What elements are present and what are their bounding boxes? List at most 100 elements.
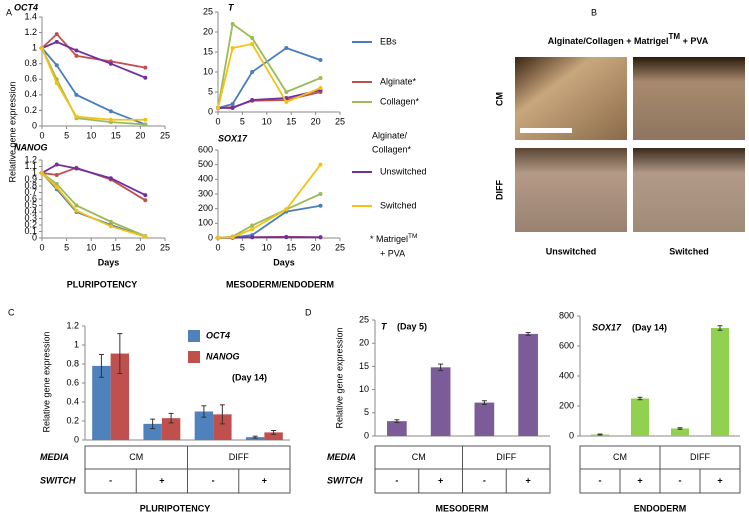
- point: [40, 46, 44, 51]
- legend-label: NANOG: [206, 351, 240, 361]
- subplot-title: NANOG: [14, 142, 48, 152]
- row-label: MEDIA: [327, 452, 356, 462]
- x-tick-label: 20: [135, 130, 145, 140]
- point: [230, 106, 235, 110]
- y-tick-label: 10: [359, 384, 369, 394]
- y-tick-label: 0.2: [66, 415, 79, 425]
- y-tick-label: 1.2: [24, 154, 37, 164]
- point: [54, 172, 59, 177]
- point: [230, 102, 235, 106]
- y-tick-label: 0.8: [24, 58, 37, 68]
- annotation: (Day 14): [632, 322, 667, 332]
- table-cell: CM: [129, 452, 143, 462]
- y-tick-label: 0.5: [24, 200, 37, 210]
- column-label: Switched: [669, 246, 709, 256]
- x-tick-label: 15: [111, 242, 121, 252]
- error-bar: [637, 396, 643, 401]
- point: [230, 22, 235, 26]
- point: [284, 90, 289, 94]
- point: [250, 223, 255, 228]
- chart-title: T: [381, 321, 388, 331]
- micrograph: [515, 148, 627, 232]
- y-tick-label: 200: [198, 203, 213, 213]
- point: [284, 46, 289, 50]
- x-tick-label: 25: [160, 130, 170, 140]
- annotation: (Day 14): [232, 372, 267, 382]
- bar: [518, 333, 538, 436]
- y-tick-label: 0: [32, 232, 37, 242]
- y-tick-label: 0.9: [24, 174, 37, 184]
- legend-label: OCT4: [206, 330, 230, 340]
- footer: PLURIPOTENCY: [67, 279, 138, 289]
- y-tick-label: 1.1: [24, 161, 37, 171]
- point: [250, 36, 255, 40]
- error-bar: [150, 418, 156, 430]
- x-tick-label: 0: [39, 242, 44, 252]
- y-tick-label: 600: [198, 144, 213, 154]
- point: [318, 86, 323, 90]
- point: [318, 76, 323, 80]
- bar: [264, 432, 283, 440]
- micrograph: [515, 57, 627, 140]
- point: [230, 46, 235, 50]
- y-tick-label: 0: [74, 434, 79, 444]
- y-tick-label: 800: [559, 310, 574, 320]
- point: [284, 100, 289, 104]
- y-axis-label: Relative gene expression: [41, 331, 51, 432]
- micrograph: [633, 57, 745, 140]
- x-tick-label: 5: [64, 242, 69, 252]
- column-label: Unswitched: [546, 246, 597, 256]
- panel-letter: C: [8, 307, 15, 317]
- table-cell: DIFF: [690, 452, 710, 462]
- y-tick-label: 400: [198, 174, 213, 184]
- note-superscript: TM: [408, 233, 417, 240]
- table-cell: DIFF: [229, 452, 249, 462]
- point: [143, 122, 148, 127]
- point: [108, 117, 113, 122]
- y-tick-label: 5: [364, 407, 369, 417]
- error-bar: [597, 433, 603, 436]
- legend-title: Alginate/: [372, 130, 408, 140]
- point: [143, 193, 148, 198]
- y-axis-label: Relative gene expression: [334, 327, 344, 428]
- x-tick-label: 10: [262, 116, 272, 126]
- y-tick-label: 0.2: [24, 219, 37, 229]
- title-superscript: TM: [669, 32, 681, 41]
- x-tick-label: +: [717, 475, 722, 485]
- error-bar: [117, 333, 123, 374]
- panel-letter: A: [6, 7, 12, 17]
- y-tick-label: 25: [203, 6, 213, 16]
- x-tick-label: 15: [286, 242, 296, 252]
- y-tick-label: 0.2: [24, 105, 37, 115]
- bar: [671, 428, 689, 436]
- point: [284, 207, 289, 212]
- error-bar: [717, 325, 723, 331]
- footer: MESODERM: [435, 503, 488, 513]
- subplot-title: T: [228, 2, 235, 12]
- x-tick-label: -: [212, 475, 215, 485]
- point: [318, 192, 323, 196]
- legend-label: Switched: [380, 200, 417, 210]
- point: [54, 162, 59, 167]
- y-tick-label: 0.4: [66, 396, 79, 406]
- panel-letter: D: [305, 307, 312, 317]
- x-tick-label: 25: [335, 242, 345, 252]
- panel-letter: B: [591, 7, 597, 17]
- footer: ENDODERM: [634, 503, 687, 513]
- x-tick-label: 5: [240, 116, 245, 126]
- point: [216, 235, 220, 240]
- x-tick-label: -: [395, 475, 398, 485]
- point: [74, 166, 79, 171]
- x-tick-label: -: [483, 475, 486, 485]
- scale-bar: [520, 128, 572, 133]
- y-tick-label: 25: [359, 314, 369, 324]
- point: [54, 182, 59, 187]
- y-tick-label: 0: [569, 430, 574, 440]
- row-label: CM: [494, 92, 504, 106]
- row-label: DIFF: [494, 180, 504, 200]
- y-tick-label: 1: [32, 43, 37, 53]
- error-bar: [219, 404, 225, 425]
- y-tick-label: 0.6: [66, 377, 79, 387]
- bar: [711, 328, 729, 436]
